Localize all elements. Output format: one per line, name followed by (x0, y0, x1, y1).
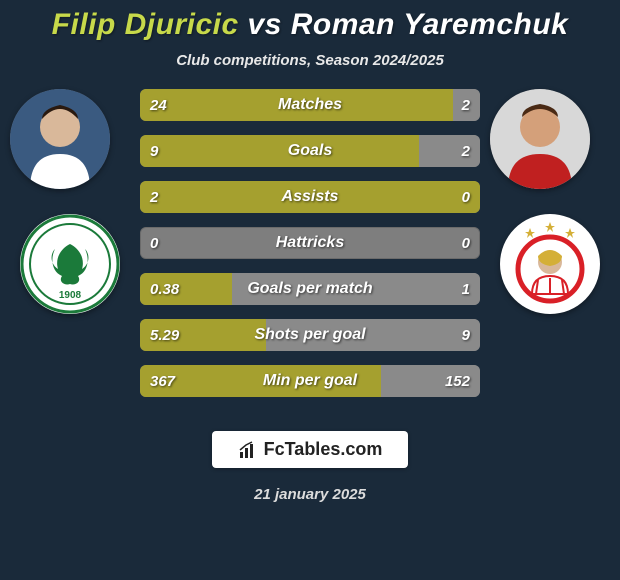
stat-value-left: 2 (150, 181, 158, 213)
player2-club-logo (500, 214, 600, 314)
brand-text: FcTables.com (264, 439, 383, 460)
stat-bar-left (140, 135, 419, 167)
stat-value-right: 2 (462, 89, 470, 121)
stat-value-right: 1 (462, 273, 470, 305)
stat-row-goals: 92Goals (140, 135, 480, 167)
stat-row-shots-per-goal: 5.299Shots per goal (140, 319, 480, 351)
title-player1: Filip Djuricic (52, 8, 239, 41)
stat-value-right: 0 (462, 227, 470, 259)
player1-club-logo: 1908 (20, 214, 120, 314)
stat-bar-right (266, 319, 480, 351)
panathinaikos-logo: 1908 (20, 214, 120, 314)
subtitle: Club competitions, Season 2024/2025 (176, 52, 444, 69)
stat-value-right: 2 (462, 135, 470, 167)
player1-photo (10, 89, 110, 189)
comparison-chart: 1908 (0, 89, 620, 419)
player2-photo (490, 89, 590, 189)
stat-value-right: 9 (462, 319, 470, 351)
olympiacos-logo (500, 214, 600, 314)
stat-value-left: 0.38 (150, 273, 179, 305)
stat-value-left: 367 (150, 365, 175, 397)
stat-row-assists: 20Assists (140, 181, 480, 213)
stat-bars: 242Matches92Goals20Assists00Hattricks0.3… (140, 89, 480, 397)
player2-photo-placeholder (490, 89, 590, 189)
title-vs: vs (239, 8, 291, 41)
stat-value-left: 0 (150, 227, 158, 259)
page-title: Filip Djuricic vs Roman Yaremchuk (52, 8, 569, 42)
stat-bar-left (140, 181, 480, 213)
stat-row-matches: 242Matches (140, 89, 480, 121)
stat-value-left: 24 (150, 89, 167, 121)
club1-year: 1908 (59, 290, 82, 301)
stat-bar-left (140, 89, 453, 121)
stat-row-min-per-goal: 367152Min per goal (140, 365, 480, 397)
stat-value-left: 5.29 (150, 319, 179, 351)
stat-label: Hattricks (140, 227, 480, 259)
stat-value-right: 152 (445, 365, 470, 397)
brand-icon (238, 440, 258, 460)
title-player2: Roman Yaremchuk (291, 8, 569, 41)
stat-bar-right (232, 273, 480, 305)
stat-bar-right (419, 135, 480, 167)
stat-value-right: 0 (462, 181, 470, 213)
brand-badge: FcTables.com (212, 431, 409, 468)
player1-photo-placeholder (10, 89, 110, 189)
footer-date: 21 january 2025 (254, 486, 366, 503)
stat-bar-left (140, 365, 381, 397)
stat-row-goals-per-match: 0.381Goals per match (140, 273, 480, 305)
stat-row-hattricks: 0 0Hattricks (140, 227, 480, 259)
stat-value-left: 9 (150, 135, 158, 167)
